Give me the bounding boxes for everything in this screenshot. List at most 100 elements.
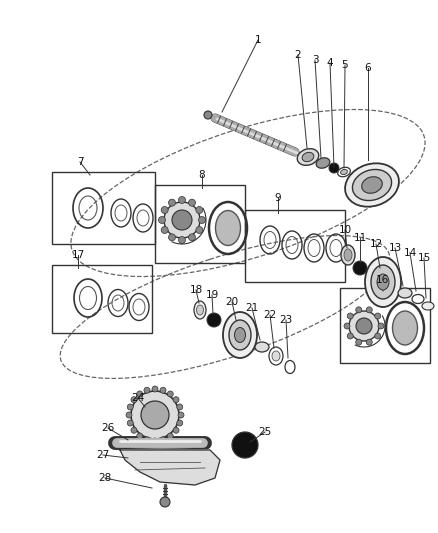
Text: 1: 1 (254, 35, 261, 45)
Text: 16: 16 (375, 275, 389, 285)
Circle shape (164, 202, 200, 238)
Text: 8: 8 (199, 170, 205, 180)
Circle shape (152, 438, 158, 444)
Circle shape (160, 497, 170, 507)
Circle shape (167, 433, 173, 439)
Circle shape (131, 391, 179, 439)
Circle shape (375, 333, 381, 339)
Text: 6: 6 (365, 63, 371, 73)
Text: 9: 9 (275, 193, 281, 203)
Circle shape (131, 397, 137, 403)
Circle shape (356, 339, 362, 345)
Text: 21: 21 (245, 303, 258, 313)
Circle shape (378, 323, 384, 329)
Text: 22: 22 (263, 310, 277, 320)
Text: 14: 14 (403, 248, 417, 258)
Circle shape (127, 404, 133, 410)
Circle shape (127, 420, 133, 426)
Text: 5: 5 (342, 60, 348, 70)
Text: 23: 23 (279, 315, 293, 325)
Circle shape (356, 318, 372, 334)
Circle shape (198, 216, 205, 223)
Ellipse shape (229, 320, 251, 350)
Ellipse shape (302, 152, 314, 161)
Circle shape (177, 404, 183, 410)
Ellipse shape (371, 265, 395, 299)
Circle shape (188, 234, 195, 241)
Circle shape (204, 111, 212, 119)
Text: 20: 20 (226, 297, 239, 307)
Circle shape (349, 311, 379, 341)
Ellipse shape (341, 169, 347, 175)
Circle shape (144, 387, 150, 393)
Text: 17: 17 (71, 250, 85, 260)
Circle shape (375, 313, 381, 319)
Circle shape (141, 401, 169, 429)
Text: 28: 28 (99, 473, 112, 483)
Ellipse shape (377, 274, 389, 290)
Text: 11: 11 (353, 233, 367, 243)
Text: 10: 10 (339, 225, 352, 235)
Ellipse shape (345, 163, 399, 207)
Circle shape (366, 339, 372, 345)
Circle shape (179, 197, 186, 204)
Text: 18: 18 (189, 285, 203, 295)
Circle shape (347, 333, 353, 339)
Circle shape (232, 432, 258, 458)
Ellipse shape (297, 149, 319, 165)
Circle shape (188, 199, 195, 206)
Text: 7: 7 (77, 157, 83, 167)
Ellipse shape (353, 169, 392, 200)
Text: 12: 12 (369, 239, 383, 249)
Text: 13: 13 (389, 243, 402, 253)
Circle shape (173, 397, 179, 403)
Ellipse shape (255, 342, 269, 352)
Circle shape (347, 313, 353, 319)
Circle shape (177, 420, 183, 426)
Circle shape (178, 412, 184, 418)
Circle shape (196, 227, 203, 233)
Ellipse shape (215, 211, 240, 246)
Text: 19: 19 (205, 290, 219, 300)
Ellipse shape (194, 301, 206, 319)
Circle shape (207, 313, 221, 327)
Circle shape (161, 206, 168, 214)
Circle shape (353, 261, 367, 275)
Ellipse shape (365, 257, 401, 307)
Circle shape (169, 234, 176, 241)
Polygon shape (120, 450, 220, 485)
Ellipse shape (362, 177, 382, 193)
Circle shape (137, 391, 143, 397)
Circle shape (159, 216, 166, 223)
Circle shape (160, 387, 166, 393)
Circle shape (329, 163, 339, 173)
Circle shape (172, 210, 192, 230)
Text: 2: 2 (295, 50, 301, 60)
Text: 26: 26 (101, 423, 115, 433)
Circle shape (152, 386, 158, 392)
Ellipse shape (272, 351, 280, 361)
Circle shape (126, 412, 132, 418)
Bar (155, 185, 245, 263)
Text: 24: 24 (131, 393, 145, 403)
Circle shape (167, 391, 173, 397)
Circle shape (366, 307, 372, 313)
Circle shape (356, 307, 362, 313)
Circle shape (131, 427, 137, 433)
Ellipse shape (234, 327, 246, 343)
Circle shape (169, 199, 176, 206)
Ellipse shape (344, 249, 352, 261)
Ellipse shape (398, 288, 412, 298)
Ellipse shape (392, 311, 417, 345)
Bar (245, 210, 345, 282)
Ellipse shape (197, 305, 204, 315)
Circle shape (173, 427, 179, 433)
Circle shape (344, 323, 350, 329)
Circle shape (179, 237, 186, 244)
Bar (52, 265, 152, 333)
Text: 15: 15 (417, 253, 431, 263)
Circle shape (144, 437, 150, 443)
Ellipse shape (316, 158, 330, 168)
Circle shape (196, 206, 203, 214)
Bar (340, 288, 430, 363)
